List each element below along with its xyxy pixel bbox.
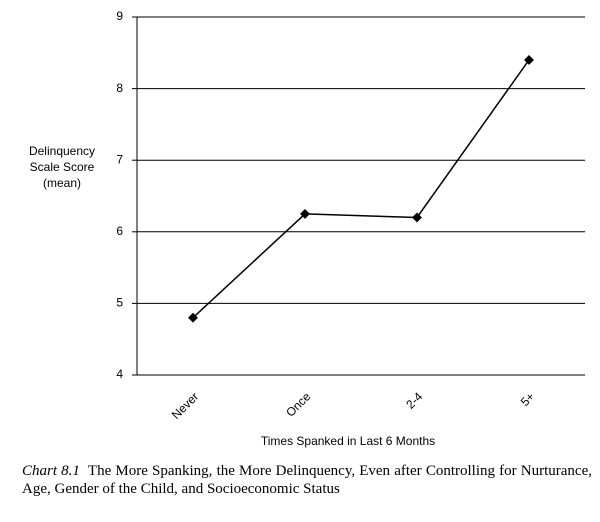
y-tick-label: 7: [116, 152, 123, 166]
marker: [412, 212, 422, 223]
x-tick-label: Once: [283, 389, 313, 419]
x-tick-label: 2-4: [403, 389, 425, 411]
marker: [524, 55, 534, 65]
y-axis-label: (mean): [43, 176, 81, 190]
y-axis-label: Scale Score: [30, 160, 95, 174]
y-tick-label: 4: [116, 367, 123, 381]
x-tick-label: Never: [169, 389, 202, 422]
y-tick-label: 5: [116, 296, 123, 310]
y-tick-label: 8: [116, 81, 123, 95]
x-tick-label: 5+: [518, 389, 538, 409]
y-tick-label: 6: [116, 224, 123, 238]
x-axis-label: Times Spanked in Last 6 Months: [261, 434, 435, 448]
marker: [300, 208, 310, 219]
chart: Delinquency Scale Score (mean) Times Spa…: [29, 9, 585, 448]
y-axis-label: Delinquency: [29, 144, 95, 158]
marker: [188, 312, 198, 323]
caption-text: The More Spanking, the More Delinquency,…: [22, 463, 592, 497]
caption-label: Chart 8.1: [22, 463, 80, 479]
caption: Chart 8.1 The More Spanking, the More Del…: [22, 462, 592, 498]
line: [192, 59, 530, 319]
y-tick-label: 9: [116, 9, 123, 23]
